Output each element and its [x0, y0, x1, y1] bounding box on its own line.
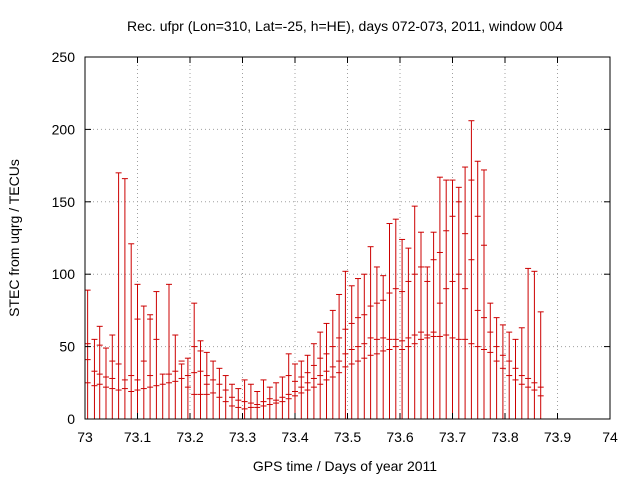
y-tick-label: 50 — [59, 339, 75, 355]
y-tick-label: 100 — [52, 266, 76, 282]
x-tick-label: 73.9 — [544, 429, 571, 445]
x-axis-label: GPS time / Days of year 2011 — [253, 458, 437, 474]
y-tick-label: 150 — [52, 194, 76, 210]
y-tick-label: 250 — [52, 49, 76, 65]
x-tick-label: 73.8 — [491, 429, 518, 445]
axis-ticks — [84, 56, 611, 420]
error-bar-series — [84, 120, 544, 420]
x-tick-label: 73.7 — [439, 429, 466, 445]
y-tick-label: 0 — [67, 411, 75, 427]
x-tick-label: 74 — [602, 429, 618, 445]
y-axis-tick-labels: 0 50 100 150 200 250 — [52, 49, 76, 427]
y-axis-label: STEC from uqrg / TECUs — [6, 159, 22, 317]
x-tick-label: 73.1 — [124, 429, 151, 445]
x-tick-label: 73.6 — [386, 429, 413, 445]
x-tick-label: 73.5 — [334, 429, 361, 445]
chart-title: Rec. ufpr (Lon=310, Lat=-25, h=HE), days… — [127, 18, 563, 34]
y-tick-label: 200 — [52, 121, 76, 137]
x-tick-label: 73 — [77, 429, 93, 445]
x-tick-label: 73.3 — [229, 429, 256, 445]
x-tick-label: 73.2 — [176, 429, 203, 445]
x-axis-tick-labels: 73 73.1 73.2 73.3 73.4 73.5 73.6 73.7 73.8 73.9 74 — [77, 429, 618, 445]
x-tick-label: 73.4 — [281, 429, 308, 445]
grid-lines — [85, 57, 610, 419]
